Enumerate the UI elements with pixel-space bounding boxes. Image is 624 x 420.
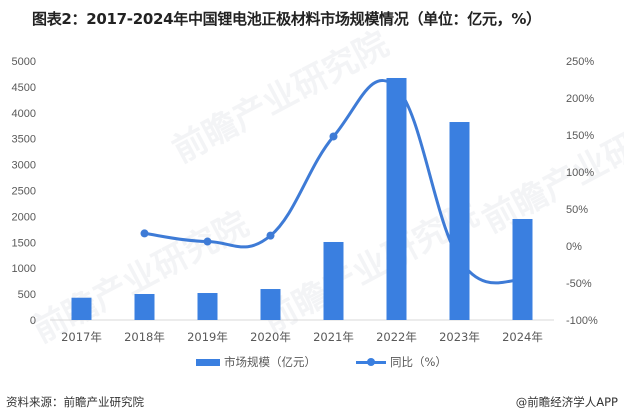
y-tick-label: 2500 [12, 186, 36, 198]
y2-tick-label: 0% [566, 241, 582, 253]
y-tick-label: 3000 [12, 160, 36, 172]
bar [512, 218, 533, 320]
bar-swatch-icon [196, 358, 220, 366]
bar [386, 77, 407, 320]
legend-item-market-size: 市场规模（亿元） [196, 354, 316, 370]
credit-note: @前瞻经济学人APP [515, 395, 618, 409]
y-tick-label: 0 [30, 315, 36, 327]
y-axis-left: 0 500 1000 1500 2000 2500 3000 3500 4000 4500 5000 [12, 56, 36, 327]
y2-tick-label: -50% [566, 278, 592, 290]
chart-title: 图表2：2017-2024年中国锂电池正极材料市场规模情况（单位：亿元，%） [32, 10, 541, 28]
bar-series [71, 77, 533, 320]
bar [323, 241, 344, 320]
legend-label: 同比（%） [390, 355, 447, 369]
x-tick-label: 2019年 [187, 330, 228, 344]
y-tick-label: 4000 [12, 108, 36, 120]
bar [134, 293, 155, 320]
line-marker-icon [356, 357, 386, 367]
x-tick-label: 2018年 [124, 330, 165, 344]
bar [260, 289, 281, 320]
x-tick-label: 2021年 [313, 330, 354, 344]
line-point [140, 229, 149, 238]
y-tick-label: 500 [18, 289, 36, 301]
y2-tick-label: 150% [566, 130, 594, 142]
y-tick-label: 1500 [12, 237, 36, 249]
y-tick-label: 2000 [12, 211, 36, 223]
bar [71, 297, 92, 320]
y-tick-label: 3500 [12, 134, 36, 146]
line-point [203, 237, 212, 246]
y2-tick-label: -100% [566, 315, 598, 327]
legend-label: 市场规模（亿元） [224, 355, 316, 369]
y2-tick-label: 200% [566, 93, 594, 105]
bar [197, 293, 218, 320]
footer: 资料来源：前瞻产业研究院 @前瞻经济学人APP [6, 394, 618, 410]
x-tick-label: 2017年 [61, 330, 102, 344]
y2-tick-label: 100% [566, 167, 594, 179]
x-tick-label: 2024年 [502, 330, 543, 344]
line-point [329, 132, 338, 141]
y-axis-right: -100% -50% 0% 50% 100% 150% 200% 250% [566, 56, 598, 327]
legend: 市场规模（亿元） 同比（%） [196, 354, 447, 370]
bar [449, 122, 470, 320]
y-tick-label: 1000 [12, 263, 36, 275]
y2-tick-label: 50% [566, 204, 588, 216]
source-note: 资料来源：前瞻产业研究院 [6, 395, 144, 409]
x-tick-label: 2023年 [439, 330, 480, 344]
x-axis: 2017年 2018年 2019年 2020年 2021年 2022年 2023年 2024年 [61, 330, 543, 344]
x-tick-label: 2022年 [376, 330, 417, 344]
y-tick-label: 4500 [12, 82, 36, 94]
legend-item-yoy: 同比（%） [356, 354, 447, 370]
line-point [266, 231, 275, 240]
x-tick-label: 2020年 [250, 330, 291, 344]
y-tick-label: 5000 [12, 56, 36, 68]
y2-tick-label: 250% [566, 56, 594, 68]
chart-area: 0 500 1000 1500 2000 2500 3000 3500 4000 4500 5000… [12, 56, 599, 344]
